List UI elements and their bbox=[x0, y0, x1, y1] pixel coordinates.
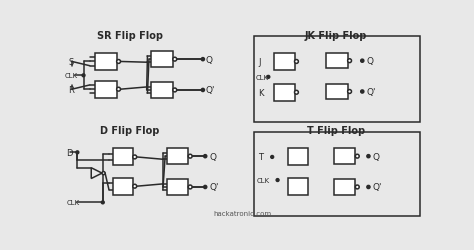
Bar bbox=[95, 82, 117, 98]
Text: Q: Q bbox=[206, 56, 213, 64]
Bar bbox=[151, 52, 173, 68]
Text: J: J bbox=[258, 58, 261, 67]
Text: Q': Q' bbox=[209, 183, 219, 192]
Text: K: K bbox=[258, 88, 264, 97]
Text: S: S bbox=[68, 58, 73, 67]
Circle shape bbox=[204, 186, 207, 189]
Circle shape bbox=[133, 156, 137, 159]
Circle shape bbox=[188, 155, 192, 158]
Text: D Flip Flop: D Flip Flop bbox=[100, 126, 159, 136]
Bar bbox=[167, 149, 188, 164]
Bar bbox=[274, 54, 294, 71]
Circle shape bbox=[173, 89, 177, 92]
Bar bbox=[255, 37, 420, 123]
Circle shape bbox=[347, 90, 352, 94]
Bar bbox=[113, 178, 133, 195]
Circle shape bbox=[294, 60, 298, 64]
Circle shape bbox=[102, 172, 105, 175]
Circle shape bbox=[101, 201, 104, 204]
Circle shape bbox=[201, 89, 204, 92]
Circle shape bbox=[173, 58, 177, 62]
Bar bbox=[326, 54, 347, 69]
Text: Q: Q bbox=[366, 57, 373, 66]
Circle shape bbox=[271, 156, 273, 159]
Text: Q': Q' bbox=[206, 86, 216, 95]
Circle shape bbox=[367, 155, 370, 158]
Circle shape bbox=[133, 184, 137, 188]
Bar bbox=[334, 180, 356, 195]
Bar bbox=[288, 178, 308, 195]
Text: CLK: CLK bbox=[257, 177, 270, 183]
Bar bbox=[151, 83, 173, 98]
Text: SR Flip Flop: SR Flip Flop bbox=[97, 30, 163, 40]
Bar bbox=[288, 149, 308, 166]
Text: T Flip Flop: T Flip Flop bbox=[307, 126, 365, 136]
Circle shape bbox=[361, 90, 364, 94]
Bar bbox=[334, 149, 356, 164]
Circle shape bbox=[367, 186, 370, 189]
Circle shape bbox=[204, 155, 207, 158]
Text: JK Flip Flop: JK Flip Flop bbox=[305, 30, 367, 40]
Bar bbox=[274, 84, 294, 101]
Bar bbox=[167, 180, 188, 195]
Text: CLK: CLK bbox=[256, 74, 269, 80]
Text: Q: Q bbox=[372, 152, 379, 161]
Circle shape bbox=[188, 185, 192, 189]
Bar bbox=[95, 54, 117, 71]
Circle shape bbox=[82, 75, 85, 78]
Circle shape bbox=[117, 60, 120, 64]
Circle shape bbox=[201, 58, 204, 61]
Text: Q': Q' bbox=[366, 88, 375, 96]
Circle shape bbox=[267, 76, 270, 79]
Circle shape bbox=[356, 185, 359, 189]
Text: R: R bbox=[68, 85, 74, 94]
Text: D: D bbox=[66, 148, 73, 157]
Circle shape bbox=[76, 151, 79, 154]
Bar bbox=[113, 149, 133, 166]
Text: CLK: CLK bbox=[65, 73, 78, 79]
Text: hackatronic.com: hackatronic.com bbox=[214, 210, 272, 216]
Circle shape bbox=[117, 88, 120, 92]
Text: Q: Q bbox=[209, 152, 216, 161]
Circle shape bbox=[294, 91, 298, 95]
Bar bbox=[255, 132, 420, 216]
Circle shape bbox=[356, 155, 359, 158]
Text: T: T bbox=[257, 153, 263, 162]
Bar bbox=[326, 84, 347, 100]
Circle shape bbox=[276, 179, 279, 182]
Circle shape bbox=[361, 60, 364, 63]
Circle shape bbox=[347, 60, 352, 63]
Text: CLK: CLK bbox=[66, 200, 80, 205]
Text: Q': Q' bbox=[372, 183, 382, 192]
